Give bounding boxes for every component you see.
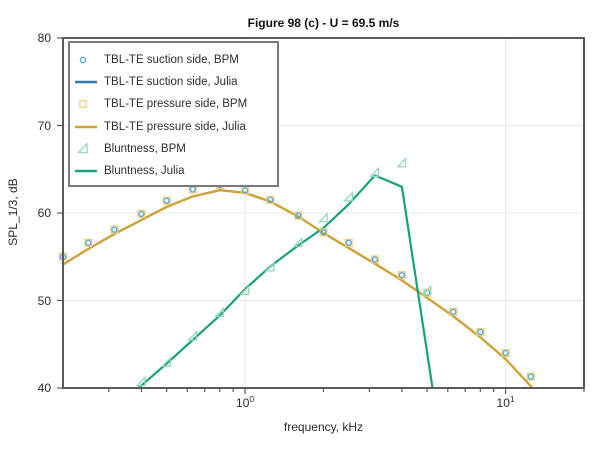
legend-label: TBL-TE pressure side, BPM [104,98,248,111]
series-line [137,174,434,389]
circle-marker-icon [79,56,87,64]
legend-label: Bluntness, BPM [104,142,186,155]
legend-item: Bluntness, BPM [70,138,277,160]
line-sample-icon [75,169,97,173]
plot-frame [62,37,585,389]
legend-item: TBL-TE suction side, BPM [70,49,277,71]
x-axis-label: frequency, kHz [283,420,364,434]
legend-label: TBL-TE suction side, Julia [104,76,238,89]
y-tick-label: 80 [37,31,51,45]
series-line [62,189,534,389]
y-tick-label: 50 [37,293,51,308]
legend-item: TBL-TE pressure side, BPM [70,93,277,115]
line-sample-icon [75,125,97,128]
legend-item: Bluntness, Julia [70,160,277,182]
y-tick-label: 40 [37,381,51,395]
series-square-markers [58,180,535,381]
series-triangle-markers [135,157,432,387]
legend-label: TBL-TE pressure side, Julia [104,120,246,133]
y-tick-label: 60 [37,206,51,220]
series-line [62,189,534,389]
y-tick-label: 70 [37,118,51,133]
chart-title: Figure 98 (c) - U = 69.5 m/s [247,16,400,30]
triangle-marker-icon [76,142,88,153]
legend-label: TBL-TE suction side, BPM [104,54,239,67]
legend-item: TBL-TE suction side, Julia [70,71,277,93]
square-marker-icon [79,100,87,109]
line-sample-icon [75,81,97,84]
series-circle-markers [59,181,534,380]
legend-item: TBL-TE pressure side, Julia [70,116,277,138]
legend-label: Bluntness, Julia [104,165,185,178]
legend: TBL-TE suction side, BPM TBL-TE suction … [68,41,279,187]
x-tick-label: 101 [496,394,515,410]
x-tick-label: 100 [236,394,255,410]
